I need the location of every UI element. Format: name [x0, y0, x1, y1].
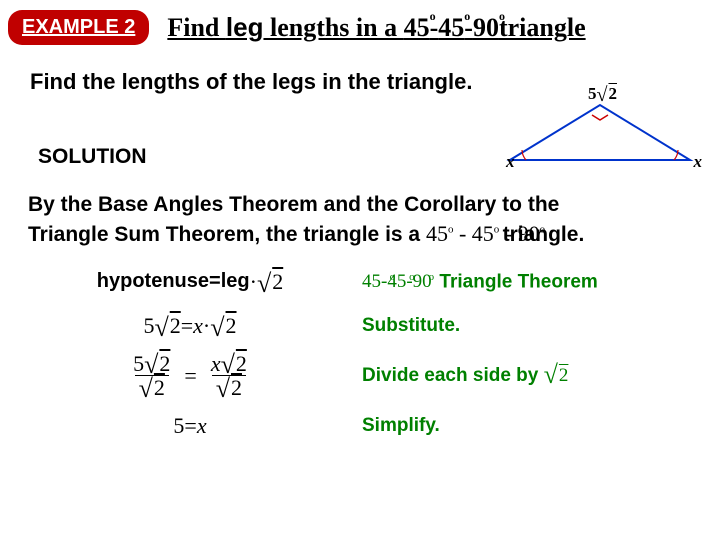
- step-left: 5√2 √2 = x√2 √2: [40, 352, 340, 400]
- step-row: 5√2 √2 = x√2 √2 Divide each side by √2: [40, 352, 692, 400]
- step-left: 5 = x: [40, 408, 340, 444]
- triangle-figure: 5√2 x x: [500, 90, 700, 190]
- step-reason: Substitute.: [340, 315, 692, 337]
- step-left: hypotenuse = leg · √2: [40, 264, 340, 300]
- example-pill: EXAMPLE 2: [8, 10, 149, 45]
- angle-45b: 45o: [438, 13, 464, 42]
- step-left: 5√2 = x · √2: [40, 308, 340, 344]
- body-line1: By the Base Angles Theorem and the Corol…: [28, 193, 559, 216]
- body-line2b: triangle.: [503, 223, 585, 246]
- angle-90: 90o: [473, 13, 499, 42]
- title-prefix: Find: [167, 13, 226, 42]
- step-reason: Divide each side by √2: [340, 365, 692, 387]
- leg-label-right: x: [694, 152, 703, 172]
- step-row: 5 = x Simplify.: [40, 408, 692, 444]
- header-row: EXAMPLE 2 Find leg lengths in a 45o-45o-…: [0, 0, 720, 55]
- title-mid: lengths in a: [263, 13, 403, 42]
- title-suffix: triangle: [499, 13, 586, 42]
- triangle-outline: [510, 105, 690, 160]
- fraction-left: 5√2 √2: [129, 352, 174, 399]
- title-leg: leg: [226, 12, 264, 42]
- solution-label: SOLUTION: [38, 145, 147, 169]
- angle-45a: 45o: [404, 13, 430, 42]
- step-row: hypotenuse = leg · √2 45-45-90ooo Triang…: [40, 264, 692, 300]
- body-line2a: Triangle Sum Theorem, the triangle is a: [28, 223, 426, 246]
- steps-block: hypotenuse = leg · √2 45-45-90ooo Triang…: [0, 250, 720, 444]
- step-reason: 45-45-90ooo Triangle Theorem: [340, 271, 692, 293]
- hypotenuse-label: 5√2: [588, 84, 617, 104]
- fraction-right: x√2 √2: [207, 352, 251, 399]
- leg-label-left: x: [506, 152, 515, 172]
- step-reason: Simplify.: [340, 415, 692, 437]
- step-row: 5√2 = x · √2 Substitute.: [40, 308, 692, 344]
- right-angle-marker: [592, 115, 608, 120]
- page-title: Find leg lengths in a 45o-45o-90otriangl…: [167, 12, 585, 43]
